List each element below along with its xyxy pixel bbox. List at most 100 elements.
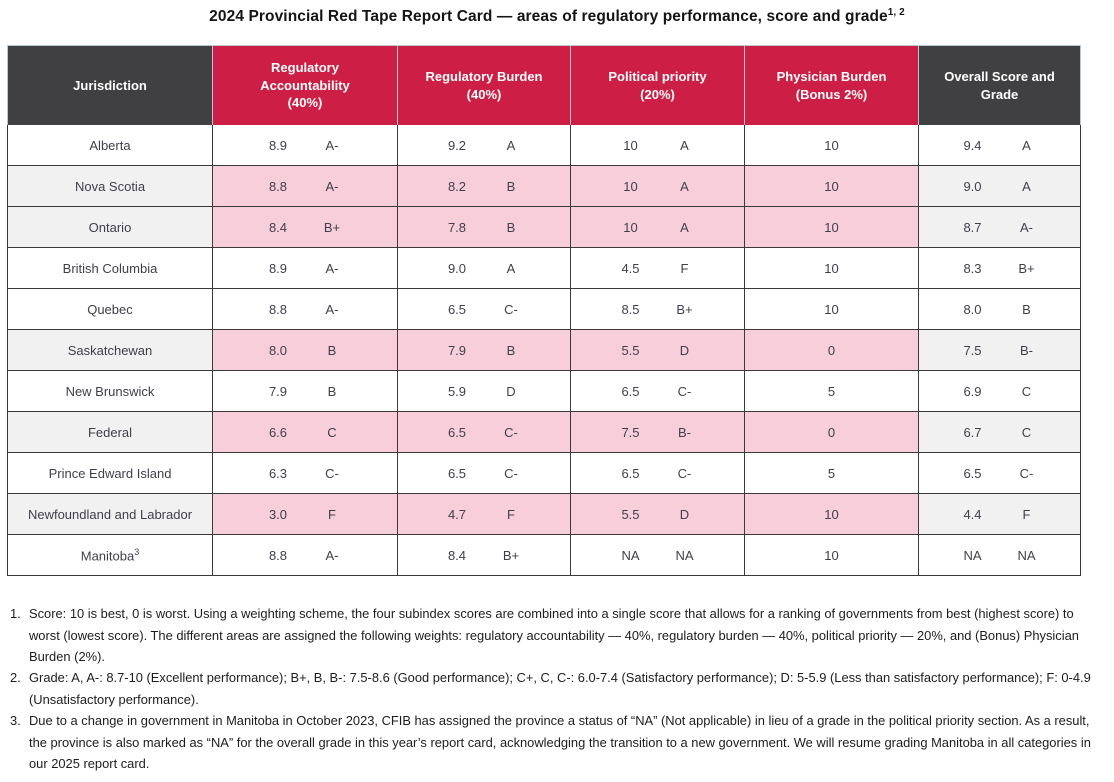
score-grade-pair: 6.7 C (919, 425, 1080, 440)
score-value: 8.8 (268, 178, 288, 194)
political-priority-cell: 7.5 B- (571, 412, 745, 454)
physician-burden-cell: 10 (745, 535, 919, 577)
score-grade-pair: 6.6 C (213, 425, 397, 440)
score-value: 5 (827, 383, 836, 399)
regulatory-burden-cell: 7.8 B (398, 207, 571, 249)
column-header-2: Regulatory Burden (40%) (398, 45, 571, 126)
grade-value: F (680, 260, 689, 276)
physician-burden-cell: 10 (745, 248, 919, 290)
table-row: Saskatchewan 8.0 B 7.9 B 5.5 D 0 7.5 B- (7, 330, 1081, 372)
score-value: 8.8 (268, 547, 288, 563)
regulatory-accountability-cell: 8.8 A- (213, 535, 398, 577)
score-value: 9.2 (447, 137, 467, 153)
overall-cell: 6.7 C (919, 412, 1081, 454)
grade-value: A- (325, 137, 339, 153)
column-label: Jurisdiction (73, 77, 147, 93)
jurisdiction-cell: Nova Scotia (7, 166, 213, 208)
grade-value: C- (504, 301, 518, 317)
score-value: 6.5 (963, 465, 982, 481)
regulatory-accountability-cell: 8.4 B+ (213, 207, 398, 249)
grade-value: A (506, 137, 516, 153)
score-value: 10 (824, 260, 839, 276)
grade-value: A- (325, 547, 339, 563)
political-priority-cell: 5.5 D (571, 330, 745, 372)
jurisdiction-name: Ontario (88, 219, 132, 235)
jurisdiction-cell: Quebec (7, 289, 213, 331)
physician-burden-cell: 5 (745, 371, 919, 413)
column-sublabel: (Bonus 2%) (795, 86, 868, 102)
score-grade-pair: 8.4 B+ (213, 220, 397, 235)
grade-value: C- (504, 465, 518, 481)
regulatory-accountability-cell: 7.9 B (213, 371, 398, 413)
score-value: 6.5 (621, 465, 640, 481)
score-value: 10 (623, 178, 638, 194)
grade-value: F (328, 506, 336, 522)
score-grade-pair: 6.5 C- (571, 384, 744, 399)
score-value: 9.0 (963, 178, 982, 194)
score-value: 8.0 (963, 301, 982, 317)
grade-value: B- (1020, 342, 1033, 358)
score-value: 7.9 (268, 383, 288, 399)
grade-value: C- (1019, 465, 1034, 481)
political-priority-cell: NA NA (571, 535, 745, 577)
political-priority-cell: 10 A (571, 125, 745, 167)
score-value: 4.5 (621, 260, 640, 276)
score-value: 10 (623, 137, 638, 153)
jurisdiction-name: Newfoundland and Labrador (27, 506, 193, 522)
overall-cell: 6.5 C- (919, 453, 1081, 495)
overall-cell: 6.9 C (919, 371, 1081, 413)
jurisdiction-name: Nova Scotia (74, 178, 146, 194)
footnote-number: 2. (10, 670, 21, 686)
table-row: Ontario 8.4 B+ 7.8 B 10 A 10 8.7 A- (7, 207, 1081, 249)
score-value: 7.5 (621, 424, 640, 440)
overall-cell: 7.5 B- (919, 330, 1081, 372)
score-value: 6.3 (268, 465, 288, 481)
table-row: Alberta 8.9 A- 9.2 A 10 A 10 9.4 A (7, 125, 1081, 167)
footnote-1: 1. Score: 10 is best, 0 is worst. Using … (10, 603, 1102, 667)
score-grade-pair: 6.5 C- (398, 466, 570, 481)
grade-value: C- (325, 465, 339, 481)
grade-value: NA (675, 547, 694, 563)
score-value: 8.4 (447, 547, 467, 563)
grade-value: A (1022, 137, 1031, 153)
regulatory-accountability-cell: 6.6 C (213, 412, 398, 454)
grade-value: D (506, 383, 516, 399)
score-value: 8.9 (268, 137, 288, 153)
grade-value: F (1022, 506, 1031, 522)
score-value: 0 (827, 342, 836, 358)
column-header-0: Jurisdiction (7, 45, 213, 126)
score-grade-pair: 8.9 A- (213, 261, 397, 276)
overall-cell: 8.7 A- (919, 207, 1081, 249)
score-grade-pair: 10 A (571, 179, 744, 194)
regulatory-accountability-cell: 8.0 B (213, 330, 398, 372)
grade-value: A (506, 260, 516, 276)
regulatory-burden-cell: 6.5 C- (398, 412, 571, 454)
physician-burden-cell: 10 (745, 207, 919, 249)
score-grade-pair: 9.0 A (919, 179, 1080, 194)
grade-value: D (679, 506, 690, 522)
score-value: 10 (824, 506, 839, 522)
score-value: 6.5 (447, 465, 467, 481)
score-value: 8.8 (268, 301, 288, 317)
regulatory-burden-cell: 9.2 A (398, 125, 571, 167)
regulatory-accountability-cell: 6.3 C- (213, 453, 398, 495)
footnote-2: 2. Grade: A, A-: 8.7-10 (Excellent perfo… (10, 667, 1102, 710)
table-header: Jurisdiction Regulatory Accountability (40… (7, 45, 1081, 126)
grade-value: B+ (323, 219, 341, 235)
score-value: 8.5 (621, 301, 640, 317)
score-grade-pair: 6.3 C- (213, 466, 397, 481)
score-grade-pair: 6.5 C- (398, 425, 570, 440)
overall-cell: 9.0 A (919, 166, 1081, 208)
regulatory-burden-cell: 9.0 A (398, 248, 571, 290)
score-value: 7.9 (447, 342, 467, 358)
score-value: 8.0 (268, 342, 288, 358)
political-priority-cell: 6.5 C- (571, 453, 745, 495)
score-grade-pair: 8.0 B (213, 343, 397, 358)
score-grade-pair: 6.5 C- (398, 302, 570, 317)
physician-burden-cell: 0 (745, 412, 919, 454)
score-value: 8.9 (268, 260, 288, 276)
column-sublabel: (40%) (287, 95, 323, 111)
score-grade-pair: 9.2 A (398, 138, 570, 153)
political-priority-cell: 10 A (571, 207, 745, 249)
score-value: 8.7 (963, 219, 982, 235)
